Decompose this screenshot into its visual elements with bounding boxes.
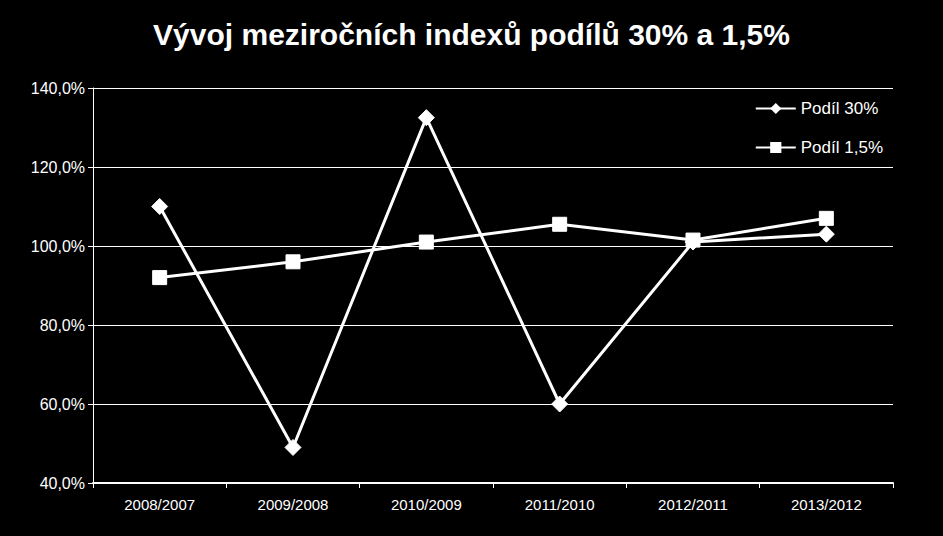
svg-text:2009/2008: 2009/2008 — [258, 496, 329, 513]
svg-text:80,0%: 80,0% — [40, 317, 85, 334]
svg-text:Podíl 30%: Podíl 30% — [801, 99, 879, 118]
svg-text:140,0%: 140,0% — [31, 80, 85, 97]
svg-text:2008/2007: 2008/2007 — [124, 496, 195, 513]
svg-text:2011/2010: 2011/2010 — [525, 496, 595, 513]
svg-text:2010/2009: 2010/2009 — [391, 496, 462, 513]
svg-text:2013/2012: 2013/2012 — [791, 496, 862, 513]
svg-text:120,0%: 120,0% — [31, 159, 85, 176]
svg-text:60,0%: 60,0% — [40, 396, 85, 413]
svg-text:2012/2011: 2012/2011 — [658, 496, 728, 513]
svg-text:40,0%: 40,0% — [40, 475, 85, 492]
svg-text:100,0%: 100,0% — [31, 238, 85, 255]
svg-text:Vývoj meziročních indexů podíl: Vývoj meziročních indexů podílů 30% a 1,… — [153, 18, 790, 51]
svg-text:Podíl 1,5%: Podíl 1,5% — [801, 138, 883, 157]
